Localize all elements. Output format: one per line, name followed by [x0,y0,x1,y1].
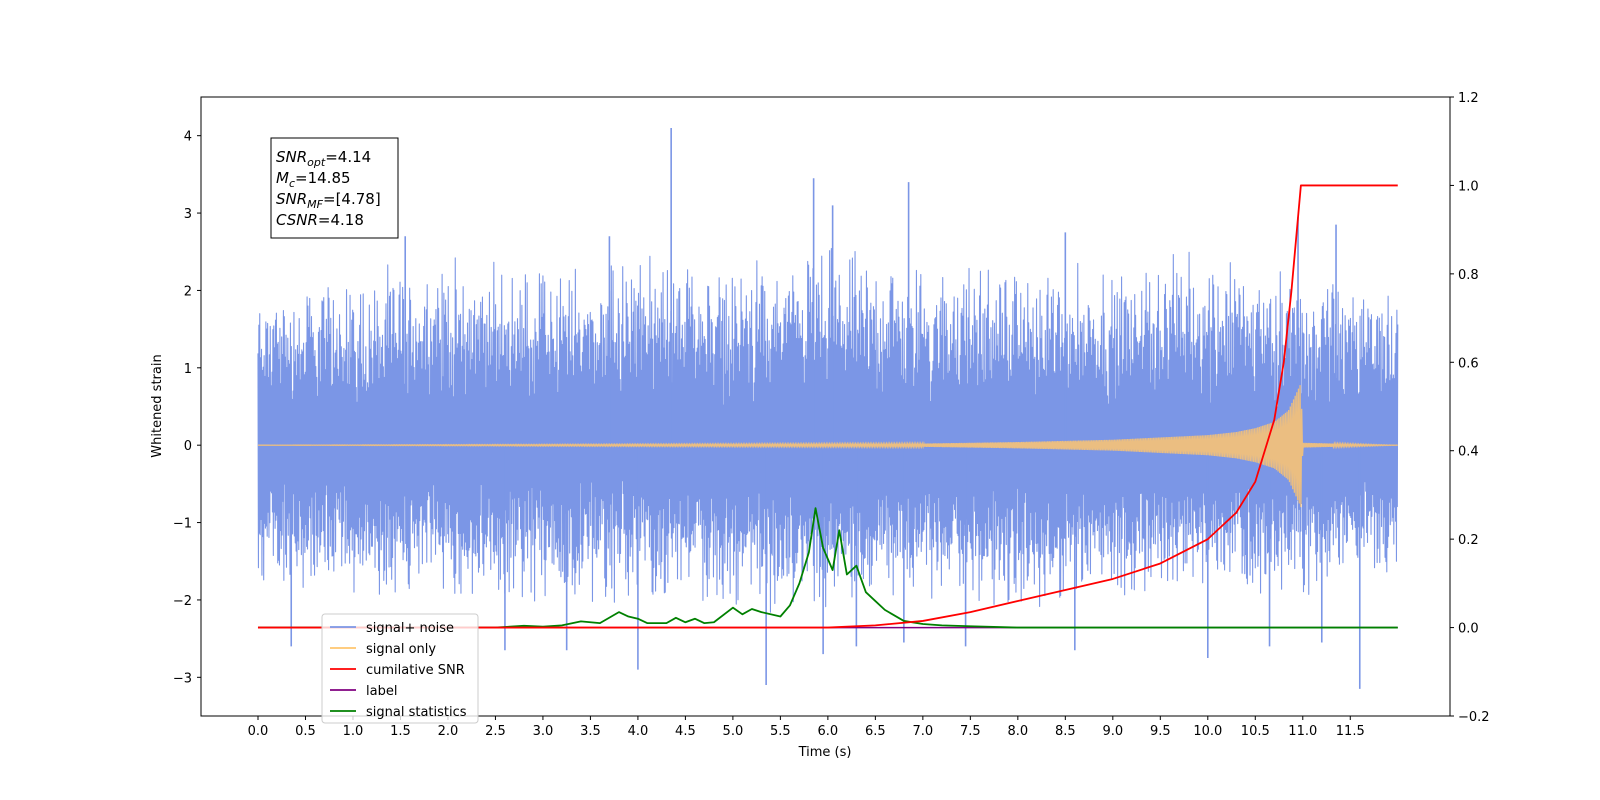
x-tick-label: 5.5 [770,724,791,739]
plot-frame [200,96,1451,717]
y-axis-label: Whitened strain [150,354,165,457]
x-axis-label: Time (s) [798,745,852,760]
x-tick-label: 11.0 [1288,724,1317,739]
x-tick-label: 8.0 [1007,724,1028,739]
y-tick-label: 3 [184,207,192,222]
x-tick-label: 2.5 [485,724,506,739]
x-tick-label: 6.5 [865,724,886,739]
series-signal-only [257,385,1398,508]
x-tick-label: 10.0 [1193,724,1222,739]
x-tick-label: 0.5 [295,724,316,739]
x-tick-label: 4.5 [675,724,696,739]
x-tick-label: 0.0 [248,724,269,739]
y2-tick-label: 0.6 [1458,356,1479,371]
x-tick-label: 10.5 [1241,724,1270,739]
x-tick-label: 1.0 [343,724,364,739]
annotation-line: CSNR=4.18 [276,211,364,229]
series-signal-statistics [257,507,1398,629]
y-axis-right: −0.2 0.0 0.2 0.4 0.6 0.8 1.0 1.2 [1450,91,1490,725]
x-tick-label: 11.5 [1336,724,1365,739]
y-tick-label: −3 [173,671,192,686]
y-tick-label: 2 [184,284,192,299]
series-layer [257,127,1399,689]
y2-tick-label: 0.2 [1458,533,1479,548]
series-cumilative-snr [257,184,1398,629]
y2-tick-label: −0.2 [1458,710,1490,725]
y-axis-left: −3 −2 −1 0 1 2 3 4 [173,130,201,686]
annotation-line: SNRopt=4.14 [276,148,371,169]
y2-tick-label: 0.0 [1458,622,1479,637]
y2-tick-label: 0.4 [1458,445,1479,460]
x-tick-label: 2.0 [438,724,459,739]
x-tick-label: 1.5 [390,724,411,739]
x-tick-label: 3.0 [533,724,554,739]
x-tick-label: 6.0 [818,724,839,739]
annotation-line: Mc=14.85 [276,169,351,190]
y2-tick-label: 1.2 [1458,91,1479,106]
legend-entry: label [366,684,397,699]
x-tick-label: 3.5 [580,724,601,739]
y2-tick-label: 0.8 [1458,268,1479,283]
x-tick-label: 7.0 [913,724,934,739]
y-tick-label: 4 [184,130,192,145]
x-tick-label: 5.0 [723,724,744,739]
x-tick-label: 7.5 [960,724,981,739]
y-tick-label: 0 [184,439,192,454]
legend: signal+ noise signal only cumilative SNR la… [321,613,479,724]
x-tick-label: 4.0 [628,724,649,739]
annotation-frame [270,137,399,239]
y-tick-label: 1 [184,362,192,377]
legend-entry: signal only [366,642,436,657]
legend-frame [321,613,479,724]
legend-entry: signal+ noise [366,621,454,636]
x-tick-label: 8.5 [1055,724,1076,739]
y2-tick-label: 1.0 [1458,179,1479,194]
y-tick-label: −1 [173,517,192,532]
x-tick-label: 9.5 [1150,724,1171,739]
x-axis: 0.0 0.5 1.0 1.5 2.0 2.5 3.0 3.5 4.0 4.5 5.0 5.5 6.0 6… [248,716,1365,739]
annotation-line: SNRMF=[4.78] [276,190,381,211]
legend-entry: cumilative SNR [366,663,465,678]
legend-entry: signal statistics [366,705,467,720]
y-tick-label: −2 [173,594,192,609]
x-tick-label: 9.0 [1102,724,1123,739]
